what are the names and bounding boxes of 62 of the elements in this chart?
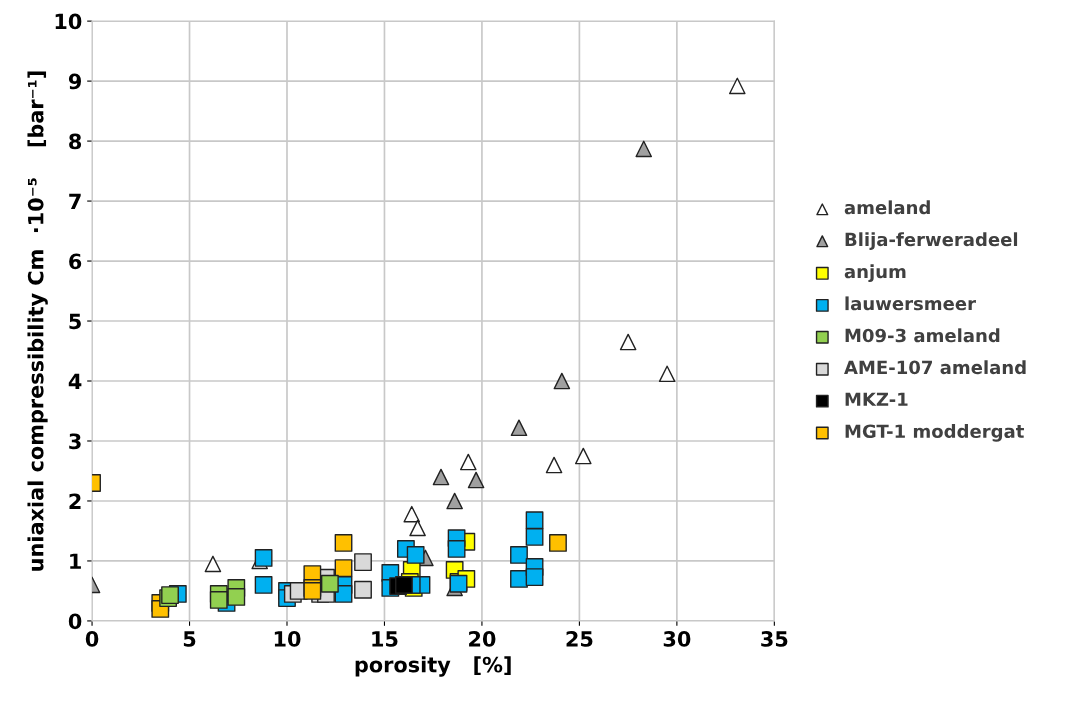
legend-label: ameland — [844, 200, 930, 215]
x-tick-label: 10 — [274, 631, 301, 647]
point — [320, 574, 339, 593]
point — [525, 528, 544, 546]
point — [204, 555, 222, 573]
point — [545, 456, 563, 474]
point — [575, 447, 592, 465]
y-axis-title: uniaxial compressibility Cm ·10⁻⁵ [bar⁻¹] — [27, 71, 48, 571]
point — [467, 471, 485, 489]
y-tick-label: 2 — [69, 493, 81, 509]
point — [553, 372, 571, 390]
point — [354, 580, 372, 599]
y-tick-label: 3 — [69, 433, 81, 450]
point — [406, 546, 425, 564]
y-tick-label: 5 — [69, 313, 81, 330]
point — [334, 559, 353, 578]
legend-label: M09-3 ameland — [845, 328, 1000, 343]
legend-label: MKZ-1 — [845, 392, 908, 406]
point — [403, 505, 421, 523]
point — [459, 453, 477, 471]
point — [395, 576, 413, 594]
point — [254, 576, 273, 594]
y-tick-label: 8 — [69, 133, 82, 150]
point — [334, 534, 353, 552]
y-tick-label: 0 — [68, 613, 82, 630]
legend-label: anjum — [844, 264, 906, 282]
point — [510, 546, 528, 564]
point — [510, 419, 528, 437]
point — [432, 468, 450, 486]
point — [409, 519, 426, 537]
point — [635, 140, 653, 158]
point — [658, 365, 676, 383]
point — [549, 534, 567, 552]
y-tick-label: 10 — [55, 13, 82, 30]
x-tick-label: 20 — [469, 631, 496, 647]
point — [227, 588, 246, 606]
y-tick-label: 7 — [69, 193, 81, 209]
x-tick-label: 35 — [761, 631, 788, 647]
point — [254, 549, 273, 567]
y-tick-label: 4 — [68, 373, 82, 389]
point — [354, 553, 372, 572]
legend-label: AME-107 ameland — [844, 360, 1026, 375]
x-tick-label: 25 — [566, 631, 593, 647]
point — [447, 540, 466, 558]
legend-label: Blija-ferweradeel — [845, 232, 1018, 250]
point — [619, 333, 637, 351]
point — [729, 77, 746, 95]
y-tick-label: 9 — [68, 73, 81, 90]
legend-label: MGT-1 moddergat — [845, 424, 1024, 442]
x-tick-label: 0 — [85, 631, 99, 647]
x-tick-label: 5 — [183, 631, 196, 647]
x-tick-label: 30 — [663, 631, 691, 647]
point — [525, 568, 544, 587]
point — [525, 511, 544, 530]
x-axis-title: porosity [%] — [355, 656, 511, 677]
point — [446, 492, 463, 510]
x-tick-label: 15 — [372, 631, 398, 647]
legend-label: lauwersmeer — [845, 296, 976, 311]
y-tick-label: 6 — [69, 253, 82, 270]
point — [209, 591, 228, 609]
point — [510, 570, 528, 588]
y-tick-label: 1 — [70, 553, 81, 569]
